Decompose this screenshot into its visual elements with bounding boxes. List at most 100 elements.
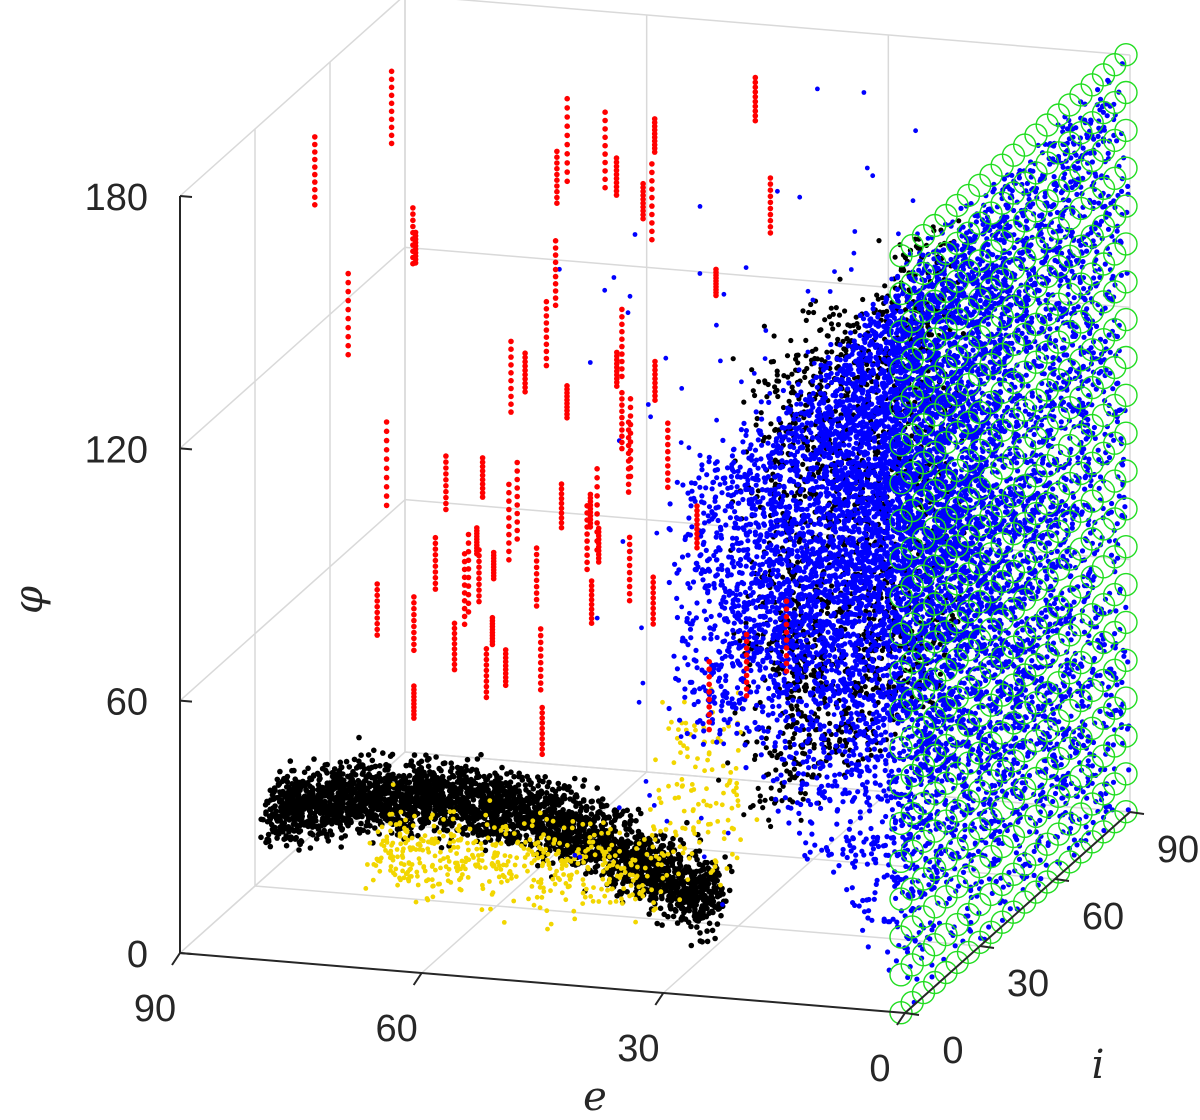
data-point-black [624, 832, 630, 838]
data-point-black [375, 779, 381, 785]
data-point-black [365, 829, 371, 835]
data-point-black [875, 296, 881, 302]
data-point-black [882, 283, 888, 289]
data-point-black [795, 559, 801, 565]
data-point-black [363, 777, 369, 784]
data-point-black [795, 352, 801, 358]
data-point-black [272, 787, 278, 793]
data-point-black [487, 830, 494, 836]
data-point-black [304, 803, 310, 809]
data-point-black [784, 768, 790, 774]
data-point-black [385, 772, 391, 779]
data-point-yellow [630, 892, 635, 898]
data-point-black [837, 738, 843, 745]
data-point-black [346, 800, 353, 807]
data-point-black [271, 824, 277, 831]
data-point-black [448, 760, 455, 766]
data-point-black [326, 782, 333, 789]
data-point-black [358, 799, 365, 806]
data-point-black [286, 785, 293, 791]
data-point-black [693, 868, 700, 875]
data-point-yellow [570, 819, 576, 824]
data-point-black [824, 349, 830, 355]
data-point-black [704, 905, 710, 912]
data-point-black [502, 788, 509, 795]
data-point-black [669, 862, 676, 869]
data-point-black [360, 762, 366, 768]
data-point-black [359, 771, 366, 777]
data-point-black [423, 752, 429, 758]
data-point-yellow [488, 906, 493, 912]
data-point-black [523, 787, 529, 793]
data-point-black [497, 798, 504, 805]
data-point-black [369, 757, 376, 764]
data-point-black [305, 779, 311, 786]
data-point-black [378, 794, 384, 801]
data-point-black [752, 392, 758, 399]
data-point-black [835, 322, 842, 328]
data-point-black [277, 768, 283, 775]
data-point-yellow [730, 851, 735, 857]
data-point-black [572, 775, 578, 782]
data-point-black [535, 862, 541, 869]
data-point-black [309, 788, 316, 794]
data-point-yellow [415, 882, 421, 888]
data-point-black [296, 801, 303, 808]
data-point-black [674, 920, 681, 926]
data-point-black [420, 810, 427, 816]
data-point-black [407, 805, 414, 812]
data-point-yellow [601, 820, 606, 826]
data-point-black [475, 774, 482, 780]
data-point-black [755, 785, 761, 792]
data-point-black [748, 804, 754, 810]
data-point-black [789, 371, 795, 377]
data-point-yellow [687, 855, 692, 861]
data-point-black [260, 816, 266, 823]
data-point-black [455, 797, 461, 804]
data-point-black [827, 720, 833, 727]
data-point-black [473, 828, 479, 835]
data-point-black [504, 771, 510, 777]
data-point-black [313, 836, 320, 842]
data-points [258, 43, 1138, 1025]
data-point-black [684, 866, 691, 872]
data-point-black [762, 378, 768, 384]
data-point-black [699, 914, 705, 920]
data-point-black [365, 785, 371, 792]
data-point-black [729, 868, 735, 875]
data-point-black [346, 764, 353, 770]
data-point-black [358, 820, 364, 827]
data-point-black [659, 922, 665, 928]
data-point-black [702, 859, 708, 866]
data-point-black [826, 314, 833, 320]
data-point-yellow [697, 839, 702, 845]
data-point-yellow [617, 830, 623, 836]
data-point-black [273, 808, 280, 814]
data-point-black [290, 789, 297, 796]
data-point-yellow [600, 876, 606, 882]
data-point-black [710, 876, 716, 883]
data-point-black [791, 766, 798, 772]
data-point-black [833, 305, 839, 311]
data-point-black [287, 827, 293, 833]
data-point-black [716, 777, 722, 783]
data-point-black [518, 802, 525, 808]
data-point-black [550, 805, 556, 811]
data-point-black [543, 790, 550, 796]
data-point-black [313, 805, 320, 811]
data-point-black [343, 758, 350, 765]
data-point-black [410, 797, 417, 803]
data-point-black [559, 834, 565, 841]
data-point-black [772, 384, 778, 390]
data-point-black [568, 789, 574, 795]
data-point-black [432, 789, 439, 796]
data-point-black [773, 767, 779, 773]
data-point-black [295, 796, 302, 803]
data-point-black [372, 763, 379, 770]
data-point-yellow [642, 837, 647, 842]
data-point-black [822, 317, 828, 323]
data-point-black [763, 735, 769, 742]
data-point-black [324, 812, 330, 819]
data-point-black [726, 887, 733, 894]
data-point-black [528, 780, 534, 786]
